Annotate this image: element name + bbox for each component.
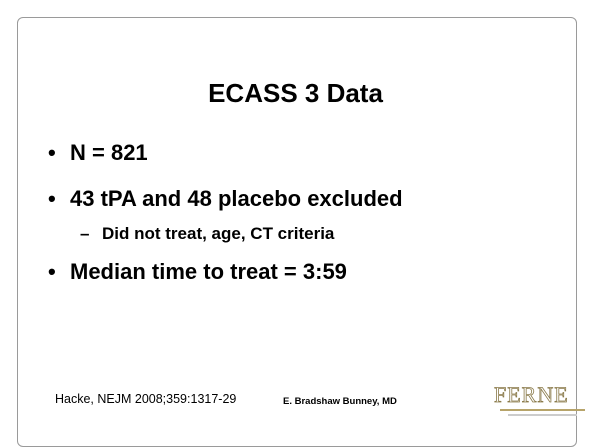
logo-rule (500, 409, 585, 411)
presenter: E. Bradshaw Bunney, MD (283, 396, 397, 407)
sub-bullet: – Did not treat, age, CT criteria (80, 224, 335, 243)
logo: FERNE (494, 382, 591, 422)
bullet: • Median time to treat = 3:59 (48, 259, 347, 284)
bullet: • N = 821 (48, 140, 148, 165)
logo-text: FERNE (494, 382, 569, 407)
bullet: • 43 tPA and 48 placebo excluded (48, 186, 403, 211)
bullet-text: Median time to treat = 3:59 (70, 259, 347, 284)
slide-title: ECASS 3 Data (208, 78, 383, 108)
bullet-text: N = 821 (70, 140, 148, 165)
sub-bullet-text: Did not treat, age, CT criteria (102, 224, 335, 243)
bullet-text: 43 tPA and 48 placebo excluded (70, 186, 403, 211)
logo-rule (508, 414, 577, 416)
citation: Hacke, NEJM 2008;359:1317-29 (55, 392, 237, 406)
